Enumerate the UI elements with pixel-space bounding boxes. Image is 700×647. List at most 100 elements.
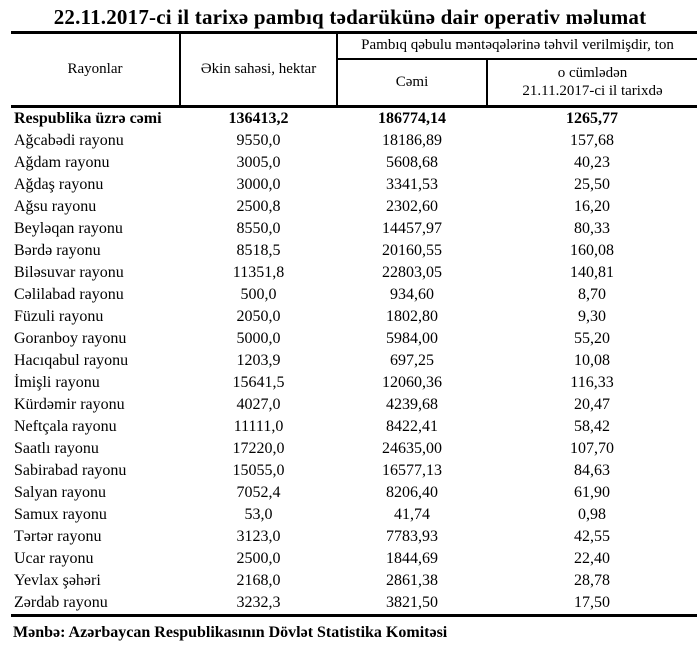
region-name-cell: Beyləqan rayonu [14, 220, 123, 237]
table-row: Kürdəmir rayonu 4027,0 4239,68 20,47 [11, 394, 697, 416]
value-cell: 42,55 [574, 528, 610, 545]
value-cell: 116,33 [570, 374, 614, 391]
value-cell: 20,47 [574, 396, 610, 413]
column-header-delivered-group: Pambıq qəbulu məntəqələrinə təhvil veril… [337, 32, 698, 60]
value-cell: 11351,8 [232, 264, 285, 281]
table-row: Beyləqan rayonu 8550,0 14457,97 80,33 [11, 218, 697, 240]
value-cell: 2500,0 [236, 550, 281, 567]
value-cell: 17,50 [574, 594, 610, 611]
value-cell: 186774,14 [378, 110, 446, 127]
value-cell: 5984,00 [386, 330, 438, 347]
value-cell: 8206,40 [386, 484, 438, 501]
table-row: Goranboy rayonu 5000,0 5984,00 55,20 [11, 328, 697, 350]
value-cell: 136413,2 [228, 110, 289, 127]
total-row: Respublika üzrə cəmi 136413,2 186774,14 126… [11, 107, 697, 131]
value-cell: 9,30 [578, 308, 606, 325]
value-cell: 28,78 [574, 572, 610, 589]
value-cell: 3232,3 [236, 594, 281, 611]
value-cell: 140,81 [570, 264, 614, 281]
value-cell: 7783,93 [386, 528, 438, 545]
value-cell: 8550,0 [236, 220, 281, 237]
value-cell: 55,20 [574, 330, 610, 347]
region-name-cell: Sabirabad rayonu [14, 462, 127, 479]
region-name-cell: Hacıqabul rayonu [14, 352, 129, 369]
value-cell: 3005,0 [236, 154, 281, 171]
value-cell: 12060,36 [382, 374, 442, 391]
value-cell: 8,70 [578, 286, 606, 303]
column-header-total: Cəmi [337, 58, 488, 108]
value-cell: 7052,4 [236, 484, 281, 501]
table-row: Salyan rayonu 7052,4 8206,40 61,90 [11, 482, 697, 504]
region-name-cell: Ucar rayonu [14, 550, 94, 567]
value-cell: 61,90 [574, 484, 610, 501]
column-header-sown-area: Əkin sahəsi, hektar [180, 32, 338, 108]
value-cell: 14457,97 [382, 220, 442, 237]
value-cell: 934,60 [390, 286, 434, 303]
value-cell: 16,20 [574, 198, 610, 215]
value-cell: 15641,5 [232, 374, 285, 391]
column-header-including-line2: 21.11.2017-ci il tarixdə [522, 83, 663, 100]
table-row: Ucar rayonu 2500,0 1844,69 22,40 [11, 548, 697, 570]
value-cell: 22,40 [574, 550, 610, 567]
region-name-cell: Bərdə rayonu [14, 242, 101, 259]
value-cell: 1844,69 [386, 550, 438, 567]
value-cell: 9550,0 [236, 132, 281, 149]
table-row: Ağdam rayonu 3005,0 5608,68 40,23 [11, 152, 697, 174]
column-header-including-line1: o cümlədən [557, 65, 628, 82]
value-cell: 84,63 [574, 462, 610, 479]
value-cell: 8518,5 [236, 242, 281, 259]
value-cell: 1802,80 [386, 308, 438, 325]
value-cell: 2050,0 [236, 308, 281, 325]
value-cell: 15055,0 [232, 462, 285, 479]
value-cell: 22803,05 [382, 264, 442, 281]
region-name-cell: Yevlax şəhəri [14, 572, 101, 589]
table-row: Sabirabad rayonu 15055,0 16577,13 84,63 [11, 460, 697, 482]
source-note: Mənbə: Azərbaycan Respublikasının Dövlət… [13, 624, 448, 641]
value-cell: 24635,00 [382, 440, 442, 457]
value-cell: 4239,68 [386, 396, 438, 413]
cotton-procurement-table: Rayonlar Əkin sahəsi, hektar Pambıq qəbu… [11, 31, 698, 617]
table-row: Hacıqabul rayonu 1203,9 697,25 10,08 [11, 350, 697, 372]
value-cell: 3000,0 [236, 176, 281, 193]
value-cell: 17220,0 [232, 440, 285, 457]
region-name-cell: Cəlilabad rayonu [14, 286, 124, 303]
table-row: Neftçala rayonu 11111,0 8422,41 58,42 [11, 416, 697, 438]
value-cell: 160,08 [570, 242, 614, 259]
region-name-cell: Goranboy rayonu [14, 330, 127, 347]
value-cell: 3341,53 [386, 176, 438, 193]
column-header-region: Rayonlar [11, 32, 181, 108]
table-row: Ağdaş rayonu 3000,0 3341,53 25,50 [11, 174, 697, 196]
table-row: İmişli rayonu 15641,5 12060,36 116,33 [11, 372, 697, 394]
value-cell: 3123,0 [236, 528, 281, 545]
value-cell: 18186,89 [382, 132, 442, 149]
table-row: Zərdab rayonu 3232,3 3821,50 17,50 [11, 592, 697, 616]
region-name-cell: Tərtər rayonu [14, 528, 102, 545]
table-row: Ağcabədi rayonu 9550,0 18186,89 157,68 [11, 130, 697, 152]
value-cell: 4027,0 [236, 396, 281, 413]
value-cell: 53,0 [244, 506, 273, 523]
region-name-cell: Ağdaş rayonu [14, 176, 104, 193]
value-cell: 157,68 [570, 132, 614, 149]
value-cell: 41,74 [394, 506, 430, 523]
table-row: Cəlilabad rayonu 500,0 934,60 8,70 [11, 284, 697, 306]
region-name-cell: Neftçala rayonu [14, 418, 117, 435]
value-cell: 500,0 [240, 286, 277, 303]
value-cell: 1265,77 [566, 110, 618, 127]
table-row: Tərtər rayonu 3123,0 7783,93 42,55 [11, 526, 697, 548]
region-name-cell: Ağcabədi rayonu [14, 132, 124, 149]
value-cell: 2500,8 [236, 198, 281, 215]
table-row: Biləsuvar rayonu 11351,8 22803,05 140,81 [11, 262, 697, 284]
value-cell: 80,33 [574, 220, 610, 237]
table-header: Rayonlar Əkin sahəsi, hektar Pambıq qəbu… [11, 32, 698, 108]
region-name-cell: Saatlı rayonu [14, 440, 99, 457]
region-name-cell: Ağdam rayonu [14, 154, 110, 171]
table-row: Saatlı rayonu 17220,0 24635,00 107,70 [11, 438, 697, 460]
value-cell: 0,98 [578, 506, 606, 523]
page-title: 22.11.2017-ci il tarixə pambıq tədarükün… [53, 5, 647, 29]
region-name-cell: Salyan rayonu [14, 484, 106, 501]
table-row: Yevlax şəhəri 2168,0 2861,38 28,78 [11, 570, 697, 592]
value-cell: 25,50 [574, 176, 610, 193]
region-name-cell: Biləsuvar rayonu [14, 264, 124, 281]
table-row: Füzuli rayonu 2050,0 1802,80 9,30 [11, 306, 697, 328]
